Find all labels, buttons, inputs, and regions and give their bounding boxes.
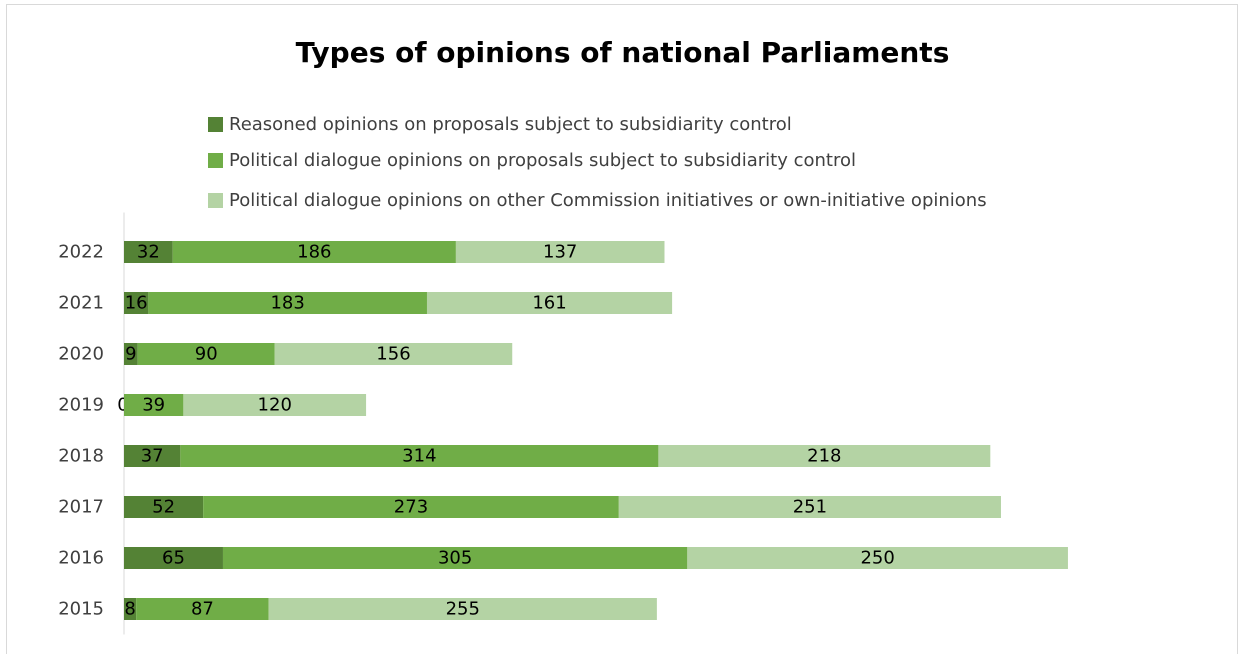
- bar-segment: [687, 547, 1068, 569]
- data-label: 39: [142, 395, 165, 416]
- data-label: 183: [270, 293, 304, 314]
- data-label: 251: [793, 497, 827, 518]
- data-label: 87: [191, 599, 214, 620]
- bar-segment: [180, 445, 659, 467]
- legend-label-political-dialogue-other: Political dialogue opinions on other Com…: [229, 189, 987, 211]
- bar-segment: [148, 292, 427, 314]
- bar-segment: [124, 241, 173, 263]
- bar-segment: [618, 496, 1001, 518]
- data-label: 161: [532, 293, 566, 314]
- chart-frame: [6, 4, 1238, 654]
- legend-label-reasoned-opinions: Reasoned opinions on proposals subject t…: [229, 113, 792, 135]
- data-label: 120: [258, 395, 292, 416]
- legend-swatch-reasoned-opinions: [208, 116, 223, 132]
- data-label: 305: [438, 548, 472, 569]
- data-label: 273: [394, 497, 428, 518]
- category-tick-label: 2021: [58, 293, 104, 314]
- data-label: 90: [195, 344, 218, 365]
- data-label: 52: [152, 497, 175, 518]
- bar-segment: [124, 547, 223, 569]
- data-label: 37: [141, 446, 164, 467]
- data-label: 0: [117, 395, 128, 416]
- category-tick-label: 2017: [58, 497, 104, 518]
- bar-segment: [203, 496, 619, 518]
- data-label: 16: [125, 293, 148, 314]
- data-label: 137: [543, 242, 577, 263]
- data-label: 255: [446, 599, 480, 620]
- legend-swatch-political-dialogue-subsidiarity: [208, 152, 223, 168]
- bar-segment: [124, 292, 149, 314]
- bar-segment: [124, 445, 181, 467]
- data-label: 32: [137, 242, 160, 263]
- bar-segment: [124, 496, 204, 518]
- bar-segment: [222, 547, 688, 569]
- data-label: 8: [124, 599, 135, 620]
- data-label: 186: [297, 242, 331, 263]
- data-label: 65: [162, 548, 185, 569]
- data-label: 314: [402, 446, 436, 467]
- category-tick-label: 2016: [58, 548, 104, 569]
- category-tick-label: 2015: [58, 599, 104, 620]
- bar-segment: [274, 343, 513, 365]
- bar-segment: [658, 445, 991, 467]
- bar-segment: [124, 598, 137, 620]
- chart-title: Types of opinions of national Parliament…: [295, 36, 950, 69]
- legend-item-political-dialogue-subsidiarity: Political dialogue opinions on proposals…: [208, 149, 856, 171]
- bar-segment: [137, 343, 275, 365]
- legend-item-reasoned-opinions: Reasoned opinions on proposals subject t…: [208, 113, 792, 135]
- category-tick-label: 2020: [58, 344, 104, 365]
- bar-segment: [136, 598, 269, 620]
- bar-segment: [124, 343, 138, 365]
- bar-segment: [172, 241, 456, 263]
- legend-swatch-political-dialogue-other: [208, 192, 223, 208]
- data-label: 250: [860, 548, 894, 569]
- category-tick-label: 2022: [58, 242, 104, 263]
- data-label: 156: [376, 344, 410, 365]
- bar-segment: [426, 292, 673, 314]
- legend-item-political-dialogue-other: Political dialogue opinions on other Com…: [208, 189, 987, 211]
- bar-segment: [124, 394, 184, 416]
- bar-segment: [455, 241, 665, 263]
- data-label: 218: [807, 446, 841, 467]
- bar-segment: [268, 598, 657, 620]
- category-tick-label: 2018: [58, 446, 104, 467]
- data-label: 9: [125, 344, 136, 365]
- bar-segment: [183, 394, 367, 416]
- legend-label-political-dialogue-subsidiarity: Political dialogue opinions on proposals…: [229, 149, 856, 171]
- category-tick-label: 2019: [58, 395, 104, 416]
